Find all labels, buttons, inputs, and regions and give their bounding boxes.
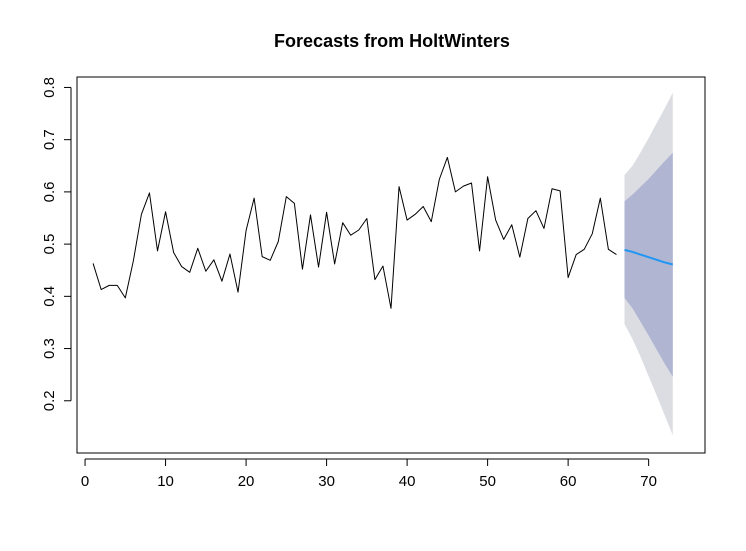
x-tick-label: 40 bbox=[399, 473, 416, 490]
x-axis: 0 10 20 30 40 50 60 70 bbox=[81, 458, 657, 490]
x-tick-label: 30 bbox=[318, 473, 335, 490]
y-tick-label: 0.7 bbox=[41, 129, 58, 150]
y-axis: 0.2 0.3 0.4 0.5 0.6 0.7 0.8 bbox=[41, 77, 72, 411]
observed-series-line bbox=[92, 156, 617, 309]
prediction-band-80 bbox=[624, 152, 673, 377]
x-tick-label: 20 bbox=[238, 473, 255, 490]
y-tick-label: 0.8 bbox=[41, 77, 58, 98]
x-tick-label: 50 bbox=[479, 473, 496, 490]
y-tick-label: 0.2 bbox=[41, 390, 58, 411]
chart-title: Forecasts from HoltWinters bbox=[274, 31, 510, 51]
y-tick-label: 0.3 bbox=[41, 338, 58, 359]
prediction-bands bbox=[624, 92, 673, 436]
x-tick-label: 0 bbox=[81, 473, 89, 490]
series-lines bbox=[92, 156, 674, 309]
y-tick-label: 0.5 bbox=[41, 234, 58, 255]
x-tick-label: 60 bbox=[560, 473, 577, 490]
y-tick-label: 0.4 bbox=[41, 286, 58, 307]
y-tick-label: 0.6 bbox=[41, 181, 58, 202]
plot-frame bbox=[76, 76, 706, 454]
x-tick-label: 70 bbox=[640, 473, 657, 490]
forecast-line bbox=[624, 248, 674, 266]
x-tick-label: 10 bbox=[157, 473, 174, 490]
